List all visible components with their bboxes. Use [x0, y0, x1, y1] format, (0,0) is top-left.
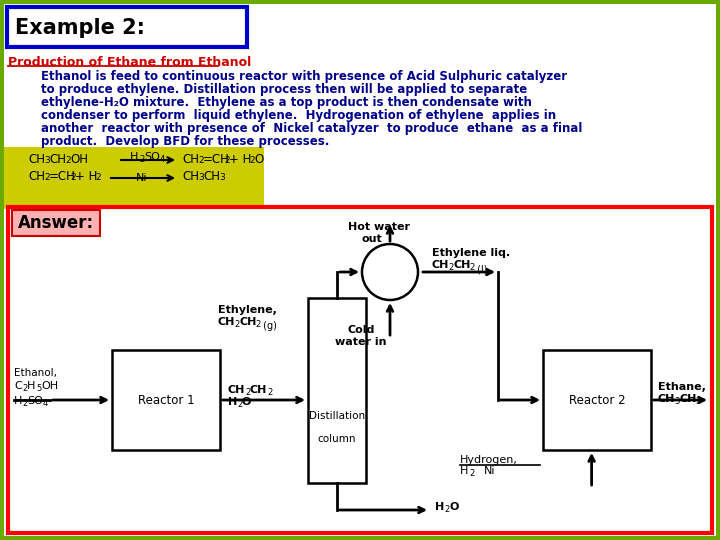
Text: 2: 2 — [444, 505, 449, 514]
Text: H: H — [14, 396, 22, 406]
Text: Answer:: Answer: — [18, 214, 94, 232]
Text: water in: water in — [335, 337, 387, 347]
Text: 3: 3 — [695, 397, 701, 406]
Text: Production of Ethane from Ethanol: Production of Ethane from Ethanol — [8, 56, 251, 69]
Text: another  reactor with presence of  Nickel catalyzer  to produce  ethane  as a fi: another reactor with presence of Nickel … — [8, 122, 582, 135]
Text: 3: 3 — [44, 156, 50, 165]
Text: 2: 2 — [249, 156, 255, 165]
Text: 4: 4 — [43, 399, 48, 408]
Text: CH: CH — [203, 170, 220, 183]
Text: (l): (l) — [474, 264, 487, 274]
Text: 2: 2 — [469, 263, 474, 272]
Text: 2: 2 — [139, 155, 144, 164]
Text: Ni: Ni — [484, 466, 495, 476]
Bar — [112, 350, 220, 450]
Text: CH: CH — [28, 153, 45, 166]
Text: 2: 2 — [224, 156, 230, 165]
Bar — [7, 7, 247, 47]
Text: CH: CH — [453, 260, 470, 270]
Text: 2: 2 — [237, 400, 242, 409]
Text: H: H — [27, 381, 35, 391]
Text: 2: 2 — [234, 320, 239, 329]
Text: 2: 2 — [70, 173, 76, 182]
Text: product.  Develop BFD for these processes.: product. Develop BFD for these processes… — [8, 135, 329, 148]
Text: 2: 2 — [198, 156, 204, 165]
Text: Ethanol,: Ethanol, — [14, 368, 57, 378]
Text: column: column — [318, 434, 356, 443]
Text: CH: CH — [182, 153, 199, 166]
Bar — [308, 298, 366, 483]
Circle shape — [362, 244, 418, 300]
Text: Ethylene liq.: Ethylene liq. — [432, 248, 510, 258]
Text: out: out — [362, 234, 383, 244]
Text: SO: SO — [27, 396, 43, 406]
Bar — [543, 350, 651, 450]
Text: + H: + H — [229, 153, 251, 166]
Text: 2: 2 — [469, 469, 474, 478]
Text: 2: 2 — [255, 320, 260, 329]
Text: Cold: Cold — [347, 325, 374, 335]
Text: 2: 2 — [22, 399, 27, 408]
Text: C: C — [14, 381, 22, 391]
Text: ethylene-H₂O mixture.  Ethylene as a top product is then condensate with: ethylene-H₂O mixture. Ethylene as a top … — [8, 96, 532, 109]
Text: Hydrogen,: Hydrogen, — [460, 455, 518, 465]
Text: 3: 3 — [219, 173, 225, 182]
Text: CH: CH — [250, 385, 267, 395]
Text: O: O — [242, 397, 251, 407]
Text: H: H — [460, 466, 469, 476]
Text: CH: CH — [182, 170, 199, 183]
Text: Hot water: Hot water — [348, 222, 410, 232]
Text: 5: 5 — [36, 384, 41, 393]
Text: Reactor 2: Reactor 2 — [569, 394, 625, 407]
Text: 4: 4 — [160, 155, 166, 164]
Text: (g): (g) — [260, 321, 277, 331]
Text: SO: SO — [144, 152, 160, 162]
Text: H: H — [435, 502, 444, 512]
Text: 2: 2 — [95, 173, 101, 182]
Text: =CH: =CH — [49, 170, 76, 183]
Text: CH: CH — [679, 394, 696, 404]
Text: H: H — [130, 152, 138, 162]
Bar — [12, 210, 100, 236]
Text: OH: OH — [70, 153, 88, 166]
Text: + H: + H — [75, 170, 97, 183]
Text: 3: 3 — [674, 397, 680, 406]
Text: CH: CH — [28, 170, 45, 183]
Text: 2: 2 — [65, 156, 71, 165]
Text: 3: 3 — [198, 173, 204, 182]
Text: condenser to perform  liquid ethylene.  Hydrogenation of ethylene  applies in: condenser to perform liquid ethylene. Hy… — [8, 109, 556, 122]
Text: Ethylene,: Ethylene, — [218, 305, 277, 315]
Text: OH: OH — [41, 381, 58, 391]
Text: =CH: =CH — [203, 153, 230, 166]
Text: Ethane,: Ethane, — [658, 382, 706, 392]
Text: O: O — [254, 153, 264, 166]
Text: Distillation: Distillation — [309, 411, 365, 421]
Text: to produce ethylene. Distillation process then will be applied to separate: to produce ethylene. Distillation proces… — [8, 83, 527, 96]
Text: 2: 2 — [448, 263, 454, 272]
Text: 2: 2 — [22, 384, 27, 393]
Bar — [4, 147, 264, 209]
Text: 2: 2 — [267, 388, 272, 397]
Text: CH: CH — [228, 385, 246, 395]
Text: CH: CH — [658, 394, 675, 404]
Text: 2: 2 — [44, 173, 50, 182]
Text: H: H — [228, 397, 238, 407]
Bar — [8, 207, 712, 533]
Text: CH: CH — [218, 317, 235, 327]
Text: Reactor 1: Reactor 1 — [138, 394, 194, 407]
Text: Example 2:: Example 2: — [15, 18, 145, 38]
Text: CH: CH — [239, 317, 256, 327]
Text: CH: CH — [432, 260, 449, 270]
Text: 2: 2 — [245, 388, 251, 397]
Text: Ni: Ni — [136, 173, 148, 183]
Text: O: O — [449, 502, 459, 512]
Text: Ethanol is feed to continuous reactor with presence of Acid Sulphuric catalyzer: Ethanol is feed to continuous reactor wi… — [8, 70, 567, 83]
Text: CH: CH — [49, 153, 66, 166]
